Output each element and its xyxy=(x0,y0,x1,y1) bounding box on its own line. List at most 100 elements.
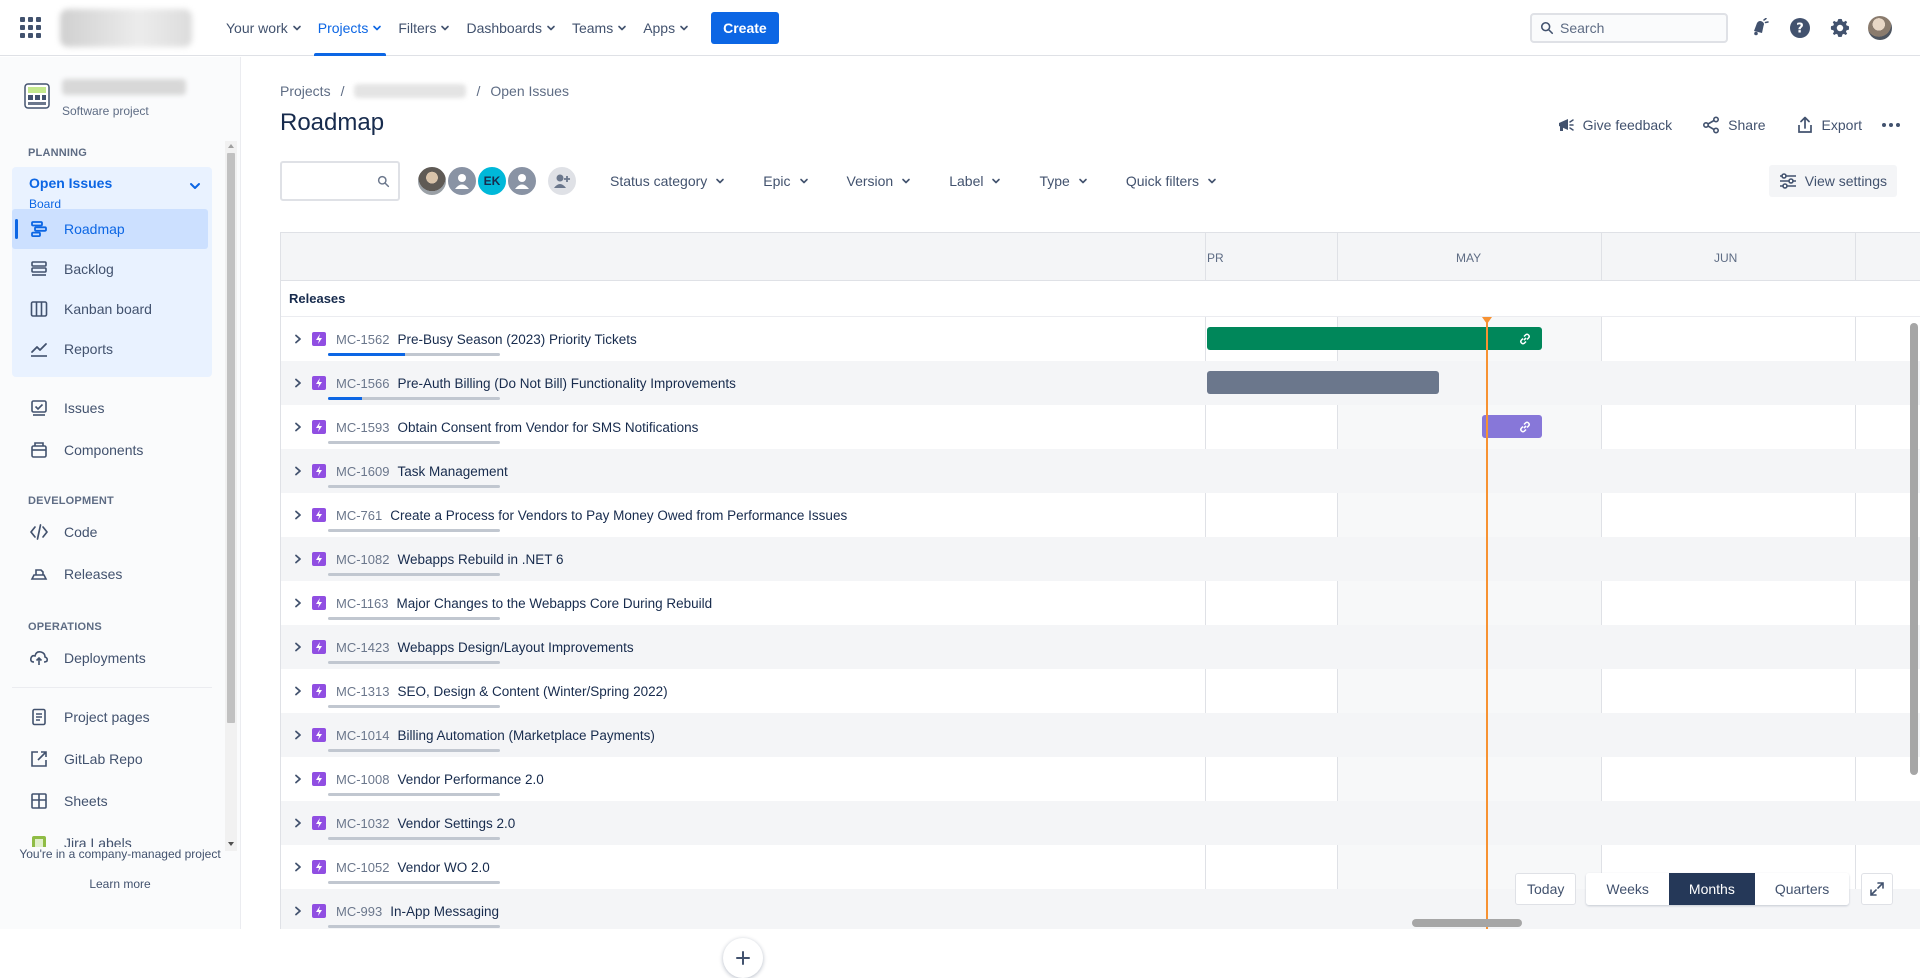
issue-title[interactable]: Task Management xyxy=(397,463,508,479)
chevron-right-icon[interactable] xyxy=(289,730,307,740)
filter-status-category[interactable]: Status category xyxy=(610,173,725,189)
issue-title[interactable]: Pre-Busy Season (2023) Priority Tickets xyxy=(397,331,637,347)
sidebar-item-deployments[interactable]: Deployments xyxy=(0,637,224,679)
sidebar-item-releases[interactable]: Releases xyxy=(0,553,224,595)
nav-teams[interactable]: Teams xyxy=(564,0,635,56)
issue-title[interactable]: Webapps Design/Layout Improvements xyxy=(397,639,634,655)
share-button[interactable]: Share xyxy=(1702,116,1766,134)
board-switcher[interactable]: Open Issues Board xyxy=(12,167,212,211)
issue-title[interactable]: In-App Messaging xyxy=(390,903,500,919)
roadmap-row[interactable]: MC-1313 SEO, Design & Content (Winter/Sp… xyxy=(281,669,1920,713)
issue-title[interactable]: Pre-Auth Billing (Do Not Bill) Functiona… xyxy=(397,375,736,391)
chevron-right-icon[interactable] xyxy=(289,334,307,344)
issue-title[interactable]: Obtain Consent from Vendor for SMS Notif… xyxy=(397,419,699,435)
chevron-right-icon[interactable] xyxy=(289,378,307,388)
issue-key[interactable]: MC-1593 xyxy=(336,419,390,435)
sidebar-item-components[interactable]: Components xyxy=(0,429,224,471)
roadmap-search[interactable] xyxy=(280,161,400,201)
chevron-right-icon[interactable] xyxy=(289,774,307,784)
filter-version[interactable]: Version xyxy=(847,173,912,189)
roadmap-row[interactable]: MC-1163 Major Changes to the Webapps Cor… xyxy=(281,581,1920,625)
releases-row[interactable]: Releases xyxy=(281,281,1920,317)
assignee-avatar[interactable] xyxy=(416,165,448,197)
breadcrumb-project[interactable] xyxy=(354,84,467,98)
issue-key[interactable]: MC-1008 xyxy=(336,771,390,787)
roadmap-row[interactable]: MC-1008 Vendor Performance 2.0 xyxy=(281,757,1920,801)
chevron-right-icon[interactable] xyxy=(289,554,307,564)
issue-key[interactable]: MC-1562 xyxy=(336,331,390,347)
roadmap-row[interactable]: MC-761 Create a Process for Vendors to P… xyxy=(281,493,1920,537)
issue-key[interactable]: MC-1313 xyxy=(336,683,390,699)
issue-title[interactable]: Billing Automation (Marketplace Payments… xyxy=(397,727,655,743)
roadmap-search-input[interactable] xyxy=(289,173,369,189)
zoom-quarters-button[interactable]: Quarters xyxy=(1754,873,1850,905)
notifications-icon[interactable] xyxy=(1740,8,1780,48)
issue-key[interactable]: MC-1423 xyxy=(336,639,390,655)
sidebar-item-reports[interactable]: Reports xyxy=(12,329,212,369)
roadmap-row[interactable]: MC-1609 Task Management xyxy=(281,449,1920,493)
nav-filters[interactable]: Filters xyxy=(390,0,458,56)
sidebar-item-roadmap[interactable]: Roadmap xyxy=(12,209,208,249)
nav-apps[interactable]: Apps xyxy=(635,0,697,56)
filter-quick-filters[interactable]: Quick filters xyxy=(1126,173,1217,189)
learn-more-link[interactable]: Learn more xyxy=(89,877,151,891)
assignee-avatar[interactable] xyxy=(506,165,538,197)
chevron-right-icon[interactable] xyxy=(289,906,307,916)
zoom-weeks-button[interactable]: Weeks xyxy=(1586,873,1669,905)
roadmap-row[interactable]: MC-1566 Pre-Auth Billing (Do Not Bill) F… xyxy=(281,361,1920,405)
issue-key[interactable]: MC-1566 xyxy=(336,375,390,391)
issue-key[interactable]: MC-1609 xyxy=(336,463,390,479)
chevron-right-icon[interactable] xyxy=(289,422,307,432)
timeline-bar[interactable] xyxy=(1207,371,1439,394)
chevron-right-icon[interactable] xyxy=(289,598,307,608)
export-button[interactable]: Export xyxy=(1796,116,1862,134)
timeline-horizontal-scrollbar[interactable] xyxy=(1412,919,1522,927)
sidebar-item-kanban-board[interactable]: Kanban board xyxy=(12,289,212,329)
issue-key[interactable]: MC-1032 xyxy=(336,815,390,831)
issue-title[interactable]: Vendor Performance 2.0 xyxy=(397,771,544,787)
sidebar-item-project-pages[interactable]: Project pages xyxy=(0,696,224,738)
nav-projects[interactable]: Projects xyxy=(310,0,391,56)
chevron-right-icon[interactable] xyxy=(289,642,307,652)
issue-title[interactable]: Vendor Settings 2.0 xyxy=(397,815,516,831)
sidebar-item-backlog[interactable]: Backlog xyxy=(12,249,212,289)
sidebar-scrollbar[interactable] xyxy=(225,141,237,851)
view-settings-button[interactable]: View settings xyxy=(1768,165,1897,197)
global-search[interactable] xyxy=(1530,12,1728,43)
site-logo[interactable] xyxy=(60,8,192,47)
filter-type[interactable]: Type xyxy=(1039,173,1087,189)
roadmap-row[interactable]: MC-1082 Webapps Rebuild in .NET 6 xyxy=(281,537,1920,581)
app-switcher-icon[interactable] xyxy=(18,16,42,40)
issue-key[interactable]: MC-1163 xyxy=(336,595,389,611)
issue-key[interactable]: MC-1014 xyxy=(336,727,390,743)
roadmap-row[interactable]: MC-1032 Vendor Settings 2.0 xyxy=(281,801,1920,845)
issue-title[interactable]: Create a Process for Vendors to Pay Mone… xyxy=(390,507,848,523)
issue-key[interactable]: MC-761 xyxy=(336,507,383,523)
roadmap-row[interactable]: MC-1562 Pre-Busy Season (2023) Priority … xyxy=(281,317,1920,361)
issue-key[interactable]: MC-1082 xyxy=(336,551,390,567)
breadcrumb-board[interactable]: Open Issues xyxy=(490,83,569,99)
sidebar-item-sheets[interactable]: Sheets xyxy=(0,780,224,822)
sidebar-item-gitlab-repo[interactable]: GitLab Repo xyxy=(0,738,224,780)
breadcrumb-projects[interactable]: Projects xyxy=(280,83,331,99)
roadmap-row[interactable]: MC-1014 Billing Automation (Marketplace … xyxy=(281,713,1920,757)
project-header[interactable]: Software project xyxy=(0,57,224,127)
assignee-avatar[interactable] xyxy=(446,165,478,197)
add-epic-button[interactable] xyxy=(723,938,763,978)
sidebar-item-issues[interactable]: Issues xyxy=(0,387,224,429)
issue-key[interactable]: MC-993 xyxy=(336,903,383,919)
roadmap-row[interactable]: MC-1593 Obtain Consent from Vendor for S… xyxy=(281,405,1920,449)
chevron-right-icon[interactable] xyxy=(289,862,307,872)
more-actions-icon[interactable] xyxy=(1882,123,1900,127)
settings-icon[interactable] xyxy=(1820,8,1860,48)
issue-key[interactable]: MC-1052 xyxy=(336,859,390,875)
timeline-vertical-scrollbar[interactable] xyxy=(1910,323,1918,775)
timeline-bar[interactable] xyxy=(1207,327,1542,350)
fullscreen-icon[interactable] xyxy=(1861,873,1894,905)
today-button[interactable]: Today xyxy=(1515,873,1577,905)
help-icon[interactable]: ? xyxy=(1780,8,1820,48)
chevron-right-icon[interactable] xyxy=(289,510,307,520)
profile-avatar[interactable] xyxy=(1860,8,1900,48)
assignee-avatar[interactable]: EK xyxy=(476,165,508,197)
roadmap-row[interactable]: MC-1423 Webapps Design/Layout Improvemen… xyxy=(281,625,1920,669)
